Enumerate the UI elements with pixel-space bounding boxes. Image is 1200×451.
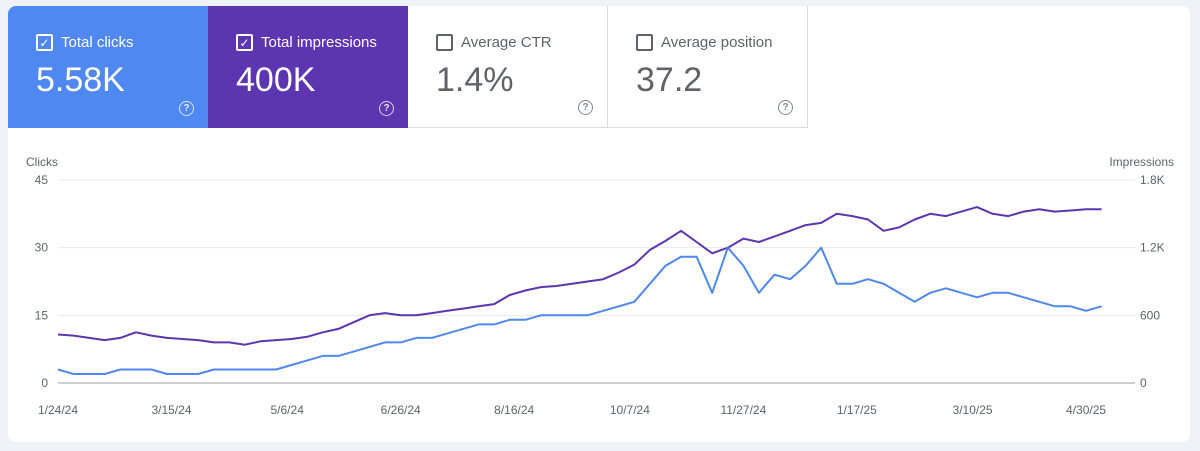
metric-total-impressions[interactable]: ✓ Total impressions 400K ? [208,6,408,128]
x-tick-label: 3/15/24 [151,403,191,417]
x-tick-label: 1/24/24 [38,403,78,417]
metric-label: Total impressions [261,34,377,51]
y-left-tick-label: 45 [35,173,49,187]
help-circle-icon[interactable]: ? [778,100,793,115]
checkbox-icon[interactable] [436,34,453,51]
performance-card: ✓ Total clicks 5.58K ? ✓ Total impressio… [8,6,1190,442]
y-left-tick-label: 0 [41,376,48,390]
metric-tabs: ✓ Total clicks 5.58K ? ✓ Total impressio… [8,6,808,128]
y-right-tick-label: 1.2K [1140,241,1165,255]
series-line-impressions [57,206,1102,346]
y-right-tick-label: 1.8K [1140,173,1165,187]
x-tick-label: 3/10/25 [953,403,993,417]
x-tick-label: 1/17/25 [837,403,877,417]
metric-label-row: Average position [636,34,772,51]
y-left-tick-label: 15 [35,308,49,322]
chart-svg: 0 0 15 600 30 1.2K 45 1.8K Clicks Impressions 1/24… [26,155,1174,417]
y-left-tick-label: 30 [35,241,49,255]
help-circle-icon[interactable]: ? [379,101,394,116]
x-tick-label: 6/26/24 [381,403,421,417]
x-tick-label: 8/16/24 [494,403,534,417]
y-right-tick-label: 600 [1140,308,1160,322]
metric-label: Total clicks [61,34,134,51]
metric-value: 400K [236,61,316,99]
metric-value: 5.58K [36,61,125,99]
y-left-axis-label: Clicks [26,155,58,169]
y-right-axis-label: Impressions [1109,155,1174,169]
x-tick-label: 4/30/25 [1066,403,1106,417]
y-right-tick-label: 0 [1140,376,1147,390]
metric-value: 37.2 [636,61,703,99]
metric-average-position[interactable]: Average position 37.2 ? [608,6,808,128]
checkbox-icon[interactable] [636,34,653,51]
x-tick-label: 5/6/24 [271,403,305,417]
metric-label-row: ✓ Total impressions [236,34,377,51]
metric-label: Average CTR [461,34,552,51]
metric-average-ctr[interactable]: Average CTR 1.4% ? [408,6,608,128]
metric-label-row: ✓ Total clicks [36,34,134,51]
help-circle-icon[interactable]: ? [179,101,194,116]
metric-total-clicks[interactable]: ✓ Total clicks 5.58K ? [8,6,208,128]
metric-value: 1.4% [436,61,514,99]
help-circle-icon[interactable]: ? [578,100,593,115]
x-tick-label: 10/7/24 [610,403,650,417]
checkbox-icon[interactable]: ✓ [236,34,253,51]
metric-label-row: Average CTR [436,34,552,51]
performance-chart: 0 0 15 600 30 1.2K 45 1.8K Clicks Impressions 1/24… [8,146,1190,442]
series-line-clicks [57,246,1102,375]
metric-label: Average position [661,34,773,51]
x-tick-label: 11/27/24 [720,403,766,417]
checkbox-icon[interactable]: ✓ [36,34,53,51]
